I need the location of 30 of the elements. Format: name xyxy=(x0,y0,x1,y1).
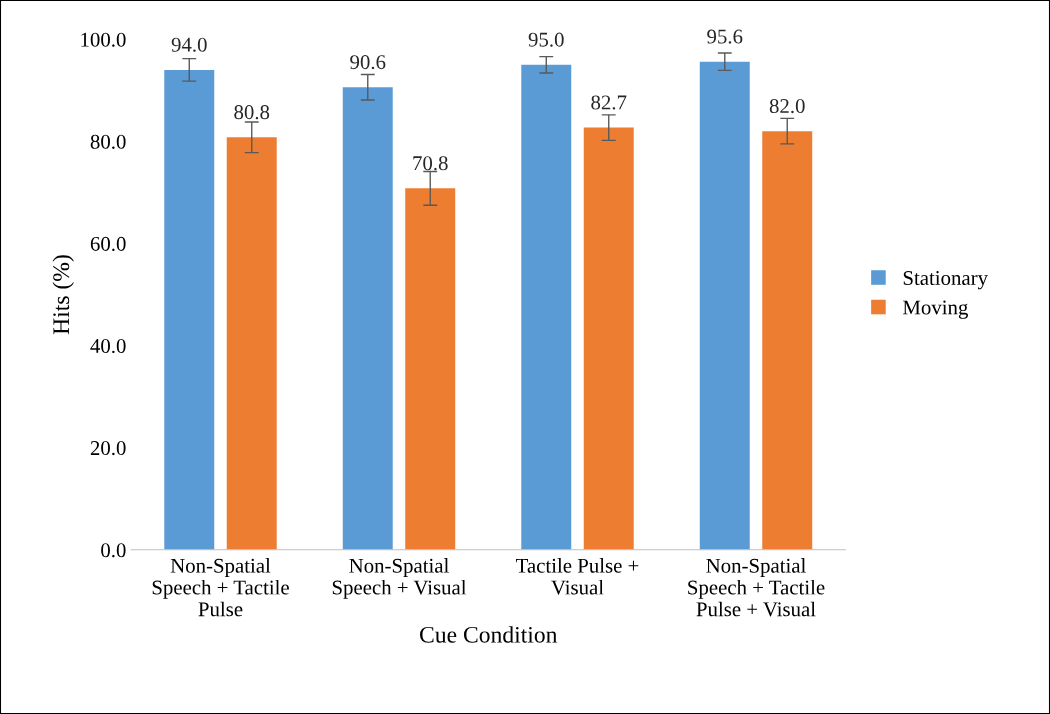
y-tick-label: 0.0 xyxy=(101,543,126,558)
x-axis-title: Cue Condition xyxy=(420,626,558,643)
bar xyxy=(226,137,277,550)
data-label: 95.6 xyxy=(707,29,743,44)
bar xyxy=(342,87,393,550)
data-label: 94.0 xyxy=(171,37,207,52)
y-tick-label: 80.0 xyxy=(90,134,126,149)
x-tick-label: Non-Spatial Speech + Visual xyxy=(332,558,467,599)
data-label: 70.8 xyxy=(413,156,448,171)
data-label: 82.0 xyxy=(769,98,805,114)
x-tick-label: Tactile Pulse + Visual xyxy=(516,558,639,595)
y-tick-label: 60.0 xyxy=(90,236,126,251)
y-tick-label: 100.0 xyxy=(81,32,126,47)
x-tick-label: Non-Spatial Speech + Tactile Pulse xyxy=(152,558,289,617)
legend-label: Stationary xyxy=(903,271,988,290)
bar xyxy=(164,69,215,550)
y-axis-title: Hits (%) xyxy=(52,255,74,335)
bar xyxy=(699,61,750,550)
bar xyxy=(521,64,572,550)
data-label: 82.7 xyxy=(591,95,627,110)
data-label: 80.8 xyxy=(234,105,270,120)
x-tick-label: Non-Spatial Speech + Tactile Pulse + Visual xyxy=(688,558,825,617)
data-label: 95.0 xyxy=(528,32,564,47)
y-tick-label: 20.0 xyxy=(90,441,126,456)
data-label: 90.6 xyxy=(350,55,386,70)
legend-label: Moving xyxy=(902,300,968,319)
bar xyxy=(583,127,634,550)
bar xyxy=(762,131,813,550)
bar xyxy=(405,188,456,550)
y-tick-label: 40.0 xyxy=(90,338,126,354)
